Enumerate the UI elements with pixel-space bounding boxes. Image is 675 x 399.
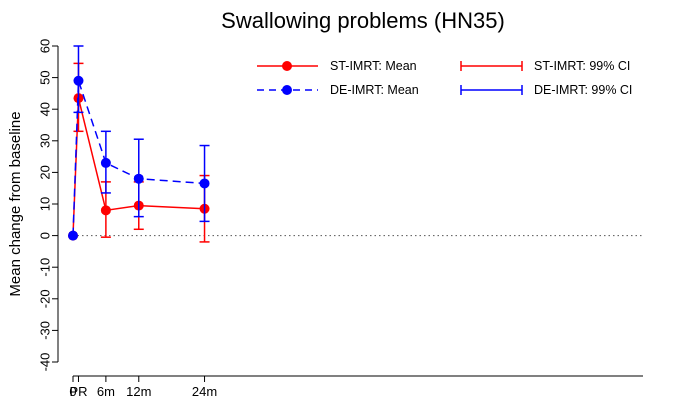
y-tick-label: 40	[37, 102, 52, 116]
y-tick-label: 20	[37, 165, 52, 179]
y-tick-label: 30	[37, 134, 52, 148]
data-point	[73, 75, 84, 86]
y-tick-label: -30	[37, 321, 52, 340]
y-tick-label: -40	[37, 353, 52, 372]
y-tick-label: -20	[37, 289, 52, 308]
y-axis-label: Mean change from baseline	[7, 111, 24, 296]
chart-title: Swallowing problems (HN35)	[221, 8, 505, 33]
legend-mean-marker	[282, 85, 292, 95]
legend-ci-label: ST-IMRT: 99% CI	[534, 59, 630, 73]
data-point	[68, 230, 78, 241]
x-tick-label: 12m	[126, 384, 151, 399]
data-point	[100, 205, 111, 216]
x-tick-label: PR	[69, 384, 87, 399]
y-tick-label: 50	[37, 70, 52, 84]
data-point	[133, 173, 144, 184]
legend-ci-label: DE-IMRT: 99% CI	[534, 83, 632, 97]
y-tick-label: 0	[37, 232, 52, 239]
legend-mean-label: ST-IMRT: Mean	[330, 59, 417, 73]
series-layer	[68, 45, 210, 243]
x-tick-label: 24m	[192, 384, 217, 399]
series-de-imrt	[68, 45, 210, 241]
data-point	[199, 178, 210, 189]
x-tick-label: 6m	[97, 384, 115, 399]
y-tick-label: 60	[37, 39, 52, 53]
legend-mean-label: DE-IMRT: Mean	[330, 83, 419, 97]
legend-mean-marker	[282, 61, 292, 71]
x-tick-label: 0	[69, 384, 76, 399]
data-point	[100, 157, 111, 168]
y-tick-label: 10	[37, 197, 52, 211]
legend: ST-IMRT: Mean ST-IMRT: 99% CI DE-IMRT: Mea…	[257, 59, 632, 97]
y-tick-label: -10	[37, 258, 52, 277]
